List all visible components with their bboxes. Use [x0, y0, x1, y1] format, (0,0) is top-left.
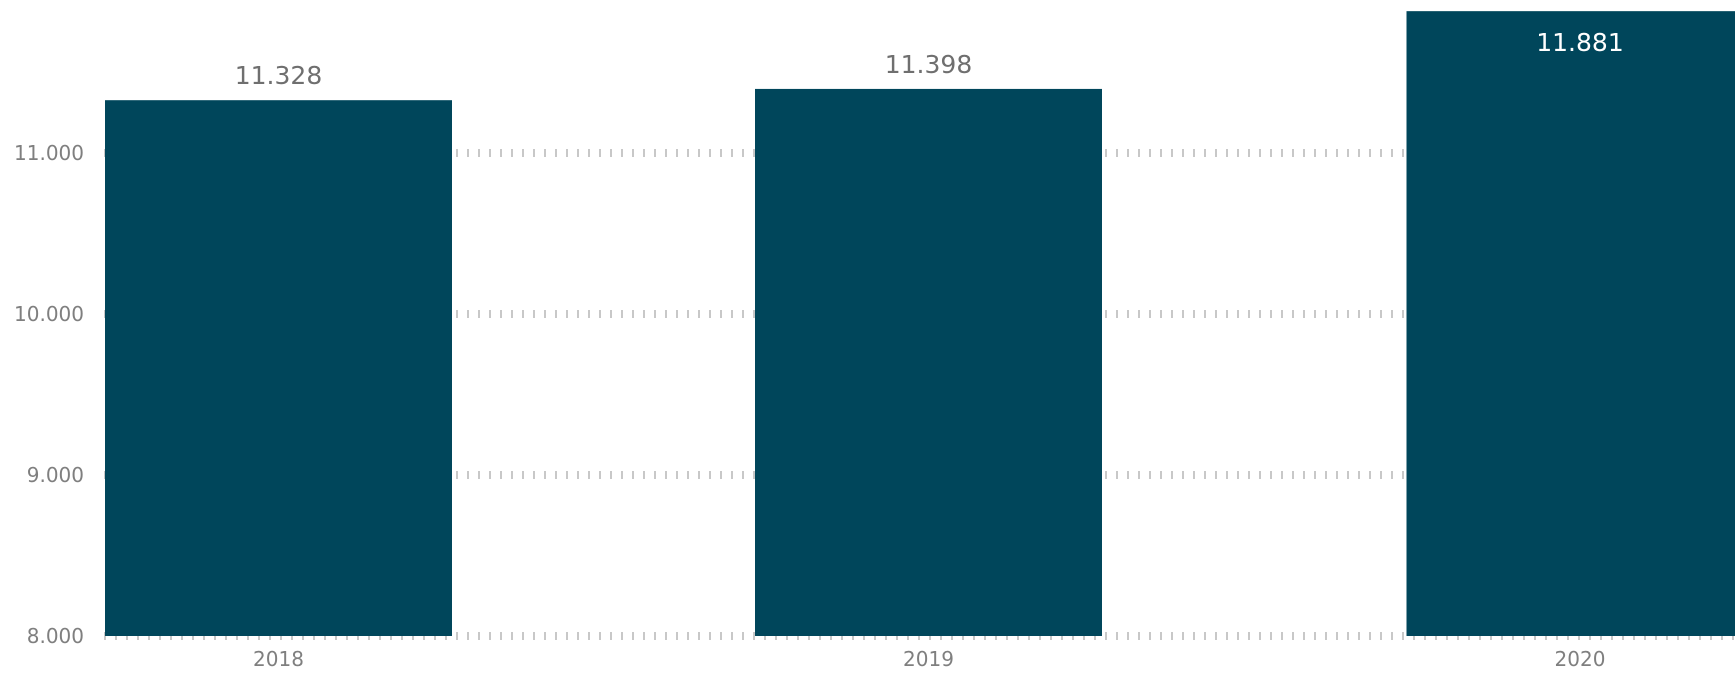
bar: [1407, 11, 1735, 636]
x-tick-label: 2018: [253, 647, 304, 671]
y-tick-label: 10.000: [14, 302, 84, 326]
bars: [105, 11, 1735, 636]
y-axis: 8.000 9.000 10.000 11.000: [14, 141, 84, 648]
data-label: 11.398: [885, 50, 972, 79]
data-label: 11.881: [1536, 28, 1623, 57]
y-tick-label: 11.000: [14, 141, 84, 165]
y-tick-label: 8.000: [27, 624, 84, 648]
bar: [105, 100, 452, 636]
bar: [755, 89, 1102, 636]
x-tick-label: 2019: [903, 647, 954, 671]
x-tick-label: 2020: [1555, 647, 1606, 671]
data-label: 11.328: [235, 61, 322, 90]
x-axis: 2018 2019 2020: [253, 647, 1605, 671]
y-tick-label: 9.000: [27, 463, 84, 487]
